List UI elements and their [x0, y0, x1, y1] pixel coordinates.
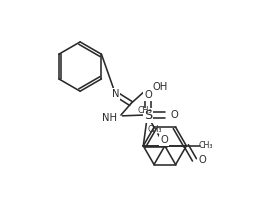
- Text: S: S: [144, 109, 152, 122]
- Text: CH₃: CH₃: [148, 125, 163, 134]
- Text: N: N: [112, 89, 119, 99]
- Text: O: O: [160, 135, 168, 145]
- Text: CH₃: CH₃: [198, 141, 213, 150]
- Text: NH: NH: [102, 113, 117, 123]
- Text: O: O: [170, 110, 178, 120]
- Text: O: O: [198, 155, 206, 165]
- Text: CH₃: CH₃: [137, 106, 152, 115]
- Text: O: O: [144, 90, 152, 100]
- Text: OH: OH: [152, 82, 168, 92]
